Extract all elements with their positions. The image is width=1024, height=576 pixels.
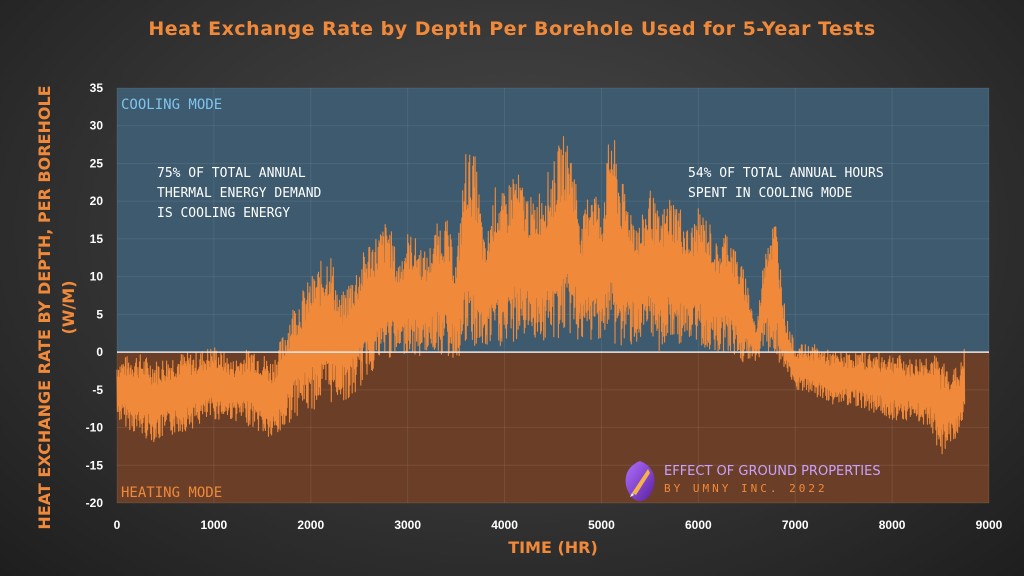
series-layer — [116, 135, 966, 455]
annotation-line: SPENT IN COOLING MODE — [688, 186, 852, 201]
y-tick-label: 30 — [90, 119, 104, 133]
pen-nib-logo-icon — [625, 461, 655, 501]
chart-title: Heat Exchange Rate by Depth Per Borehole… — [148, 18, 876, 40]
x-tick-label: 5000 — [588, 518, 615, 532]
x-tick-label: 1000 — [201, 518, 228, 532]
y-tick-label: -20 — [86, 496, 104, 510]
x-tick-label: 9000 — [976, 518, 1003, 532]
y-tick-label: 10 — [90, 270, 104, 284]
y-tick-label: 0 — [96, 345, 103, 359]
branding-title: EFFECT OF GROUND PROPERTIES — [664, 464, 881, 479]
y-tick-label: 15 — [90, 232, 104, 246]
y-tick-label: 5 — [96, 307, 103, 321]
x-tick-label: 8000 — [879, 518, 906, 532]
heating-mode-label: HEATING MODE — [121, 485, 222, 501]
annotation-line: 54% OF TOTAL ANNUAL HOURS — [688, 166, 884, 181]
x-tick-label: 7000 — [782, 518, 809, 532]
y-tick-label: -15 — [86, 458, 104, 472]
annotations: 75% OF TOTAL ANNUAL THERMAL ENERGY DEMAND… — [157, 166, 884, 221]
x-tick-label: 4000 — [491, 518, 518, 532]
x-axis-label: TIME (HR) — [508, 538, 598, 557]
y-tick-label: 35 — [90, 81, 104, 95]
annotation-line: 75% OF TOTAL ANNUAL — [157, 166, 306, 181]
plot-background — [117, 88, 989, 503]
y-tick-label: -5 — [92, 383, 103, 397]
annotation-line: IS COOLING ENERGY — [157, 206, 290, 221]
cooling-mode-label: COOLING MODE — [121, 97, 222, 113]
y-axis-label-group: HEAT EXCHANGE RATE BY DEPTH, PER BOREHOL… — [35, 85, 78, 529]
y-tick-label: 25 — [90, 156, 104, 170]
y-tick-label: -10 — [86, 421, 104, 435]
y-axis-label: HEAT EXCHANGE RATE BY DEPTH, PER BOREHOL… — [35, 85, 54, 529]
series-line — [116, 135, 966, 455]
x-tick-label: 2000 — [297, 518, 324, 532]
y-axis-unit: (W/M) — [59, 280, 78, 334]
x-tick-label: 6000 — [685, 518, 712, 532]
region-labels: COOLING MODE HEATING MODE — [121, 97, 222, 501]
branding: EFFECT OF GROUND PROPERTIES BY UMNY INC.… — [620, 459, 920, 503]
annotation-line: THERMAL ENERGY DEMAND — [157, 186, 322, 201]
tick-labels: -20 -15 -10 -5 0 5 10 15 20 25 30 35 0 1000 2000 3000 40… — [86, 81, 1003, 532]
branding-subtitle: BY UMNY INC. 2022 — [664, 482, 828, 495]
y-tick-label: 20 — [90, 194, 104, 208]
x-tick-label: 3000 — [394, 518, 421, 532]
x-tick-label: 0 — [114, 518, 121, 532]
